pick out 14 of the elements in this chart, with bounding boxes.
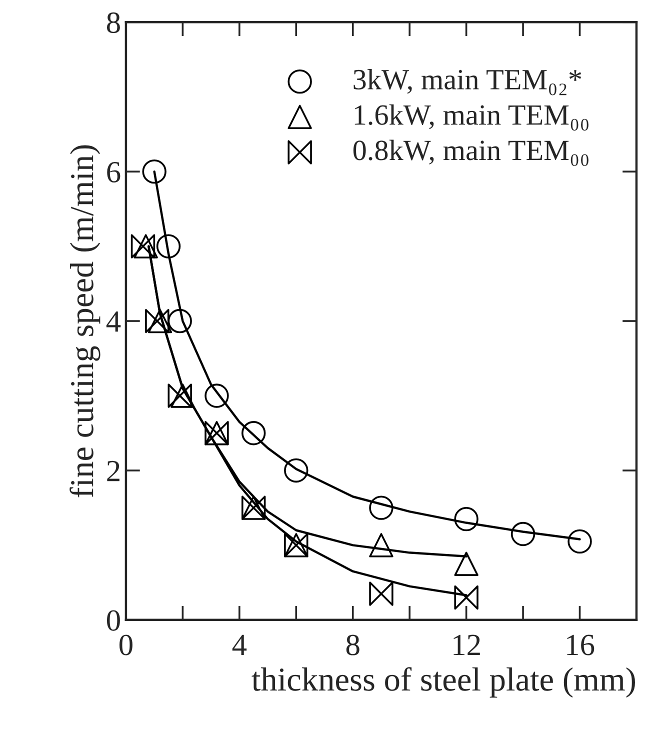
y-axis-title: fine cutting speed (m/min) (70, 145, 100, 498)
y-tick-label: 2 (107, 460, 120, 482)
y-tick-label: 8 (106, 12, 120, 34)
legend-label: 3kW, main TEM₀₂* (354, 68, 582, 96)
y-tick-label: 0 (106, 610, 120, 631)
legend-label: 0.8kW, main TEM₀₀ (353, 140, 588, 166)
x-axis-title: thickness of steel plate (mm) (252, 667, 636, 698)
x-tick-label: 16 (567, 634, 594, 656)
x-tick-label: 4 (232, 634, 247, 656)
x-tick-label: 12 (454, 634, 480, 656)
x-tick-label: 8 (346, 634, 360, 656)
y-tick-label: 4 (106, 312, 121, 332)
y-tick-label: 6 (107, 162, 120, 182)
legend-label: 1.6kW, main TEM₀₀ (354, 104, 588, 131)
